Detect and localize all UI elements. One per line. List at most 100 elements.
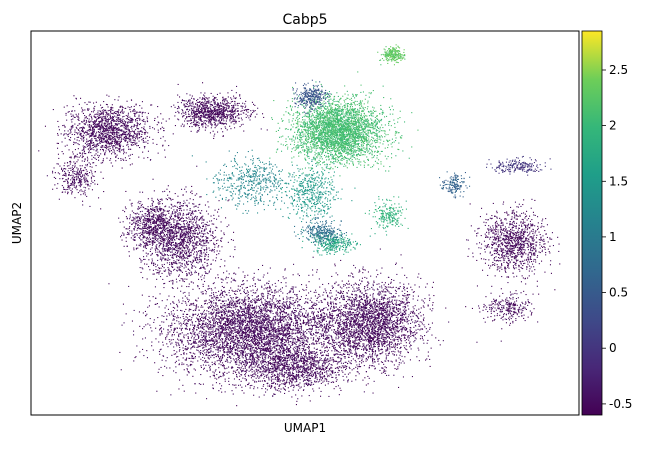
scatter-point: [223, 234, 225, 236]
scatter-point: [199, 232, 201, 234]
scatter-point: [106, 127, 108, 129]
scatter-point: [88, 128, 90, 130]
scatter-point: [134, 133, 136, 135]
scatter-point: [203, 226, 205, 228]
scatter-point: [169, 197, 171, 199]
scatter-point: [209, 240, 211, 242]
scatter-point: [114, 151, 116, 153]
scatter-point: [71, 110, 73, 112]
scatter-point: [217, 115, 219, 117]
scatter-point: [112, 131, 114, 133]
scatter-point: [150, 159, 152, 161]
scatter-point: [268, 345, 270, 347]
scatter-point: [167, 248, 169, 250]
scatter-point: [145, 224, 147, 226]
scatter-point: [103, 111, 105, 113]
scatter-point: [72, 179, 74, 181]
scatter-point: [129, 154, 131, 156]
scatter-point: [190, 238, 192, 240]
scatter-point: [128, 139, 130, 141]
scatter-point: [236, 103, 238, 105]
scatter-point: [157, 226, 159, 228]
scatter-point: [181, 205, 183, 207]
scatter-point: [173, 253, 175, 255]
scatter-point: [85, 178, 87, 180]
scatter-point: [73, 186, 75, 188]
scatter-point: [163, 263, 165, 265]
scatter-point: [166, 233, 168, 235]
scatter-point: [76, 178, 78, 180]
scatter-point: [143, 141, 145, 143]
scatter-point: [192, 218, 194, 220]
scatter-point: [177, 251, 179, 253]
scatter-point: [196, 114, 198, 116]
scatter-point: [143, 245, 145, 247]
scatter-point: [184, 106, 186, 108]
scatter-point: [131, 223, 133, 225]
scatter-point: [108, 129, 110, 131]
scatter-point: [101, 135, 103, 137]
scatter-point: [186, 221, 188, 223]
scatter-point: [188, 260, 190, 262]
scatter-point: [199, 118, 201, 120]
scatter-point: [100, 136, 102, 138]
scatter-point: [249, 115, 251, 117]
scatter-point: [194, 230, 196, 232]
scatter-point: [151, 203, 153, 205]
scatter-point: [171, 226, 173, 228]
scatter-point: [204, 257, 206, 259]
scatter-point: [189, 235, 191, 237]
scatter-point: [143, 220, 145, 222]
scatter-point: [207, 109, 209, 111]
scatter-point: [123, 148, 125, 150]
scatter-point: [185, 359, 187, 361]
scatter-point: [201, 116, 203, 118]
scatter-point: [190, 191, 192, 193]
scatter-point: [137, 202, 139, 204]
scatter-point: [189, 103, 191, 105]
scatter-point: [275, 285, 277, 287]
scatter-point: [100, 147, 102, 149]
scatter-point: [79, 174, 81, 176]
scatter-point: [269, 310, 271, 312]
scatter-point: [269, 335, 271, 337]
scatter-point: [173, 220, 175, 222]
scatter-point: [114, 132, 116, 134]
scatter-point: [235, 329, 237, 331]
scatter-point: [215, 333, 217, 335]
scatter-point: [151, 219, 153, 221]
scatter-point: [177, 105, 179, 107]
scatter-point: [288, 377, 290, 379]
scatter-point: [143, 221, 145, 223]
scatter-point: [201, 216, 203, 218]
scatter-point: [111, 136, 113, 138]
scatter-point: [133, 229, 135, 231]
scatter-point: [193, 115, 195, 117]
scatter-point: [124, 139, 126, 141]
scatter-point: [100, 132, 102, 134]
scatter-point: [96, 145, 98, 147]
scatter-point: [174, 245, 176, 247]
scatter-point: [83, 139, 85, 141]
scatter-point: [92, 181, 94, 183]
scatter-point: [180, 256, 182, 258]
scatter-point: [90, 132, 92, 134]
scatter-point: [132, 137, 134, 139]
scatter-point: [130, 121, 132, 123]
scatter-point: [202, 264, 204, 266]
scatter-point: [165, 217, 167, 219]
scatter-point: [119, 128, 121, 130]
scatter-point: [184, 105, 186, 107]
scatter-point: [136, 217, 138, 219]
scatter-point: [78, 119, 80, 121]
scatter-point: [204, 204, 206, 206]
scatter-point: [233, 97, 235, 99]
scatter-point: [57, 120, 59, 122]
scatter-point: [238, 323, 240, 325]
scatter-point: [224, 110, 226, 112]
scatter-point: [203, 111, 205, 113]
scatter-point: [263, 319, 265, 321]
scatter-point: [219, 341, 221, 343]
scatter-point: [185, 217, 187, 219]
scatter-point: [86, 156, 88, 158]
